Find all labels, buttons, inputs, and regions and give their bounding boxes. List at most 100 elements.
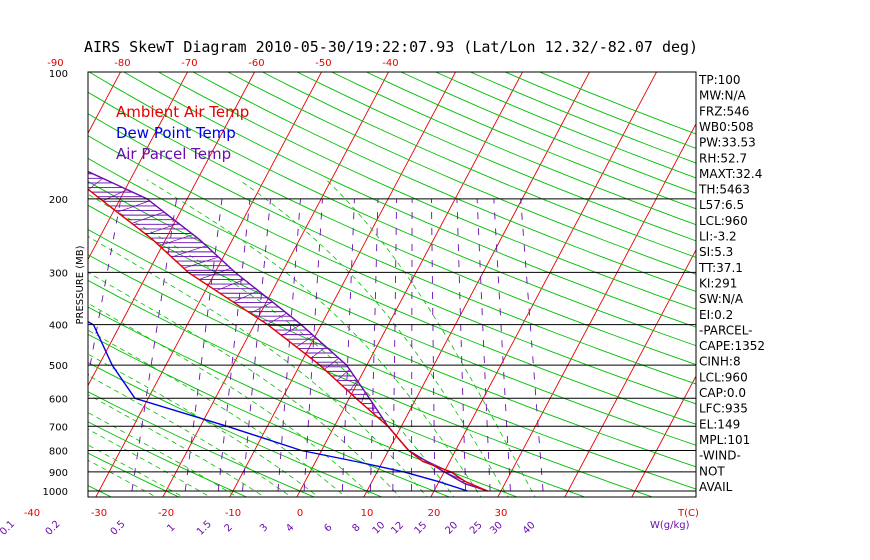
bottom-temperature-tick-label: 20 (428, 508, 441, 519)
cape-hatch-diagonal (159, 234, 194, 247)
mixing-ratio-axis: 0.1 0.2 0.5 1 1.5 2 3 4 6 8 10 12 15 20 25 30 40 (0, 519, 538, 538)
stability-index-row: MW:N/A (699, 89, 747, 103)
stability-index-row: EL:149 (699, 417, 740, 431)
cape-hatch-diagonal (54, 156, 60, 167)
cape-hatch-diagonal (215, 279, 245, 292)
mixing-ratio-tick-label: 0.5 (109, 519, 128, 538)
dry-adiabat-line (469, 72, 696, 164)
temperature-unit-label: T(C) (677, 508, 699, 519)
moist-adiabat-line (88, 353, 320, 497)
mixing-ratio-line (411, 198, 413, 492)
isotherm-line (564, 249, 696, 497)
cape-hatch-diagonal (198, 267, 231, 280)
mixing-ratio-line (242, 198, 271, 492)
cape-hatch-diagonal (296, 335, 314, 348)
stability-index-row: EI:0.2 (699, 308, 733, 322)
moist-adiabat-line (88, 271, 401, 497)
top-temperature-tick-label: -80 (114, 58, 130, 69)
stability-index-row: NOT (699, 464, 725, 478)
dry-adiabat-line (226, 72, 696, 275)
stability-index-row: SW:N/A (699, 292, 744, 306)
mixing-ratio-tick-label: 2 (223, 522, 235, 534)
dry-adiabat-line (88, 254, 654, 497)
cape-hatch-diagonal (250, 301, 273, 314)
top-temperature-tick-label: -50 (315, 58, 331, 69)
isotherm-line (296, 72, 524, 497)
moist-adiabat-line (88, 374, 292, 497)
dry-adiabat-line (434, 72, 696, 179)
plot-frame (87, 71, 697, 498)
moist-adiabat-line (88, 444, 184, 497)
stability-index-row: AVAIL (699, 480, 733, 494)
mixing-ratio-tick-label: 1 (165, 522, 177, 534)
dry-adiabat-line (0, 69, 49, 500)
top-temperature-tick-label: -90 (47, 58, 63, 69)
moist-adiabat-line (146, 179, 482, 497)
cape-hatch-diagonal (324, 357, 340, 370)
pressure-tick-label: 300 (49, 268, 68, 279)
cape-hatch-diagonal (74, 167, 78, 178)
isotherm-line (88, 72, 189, 261)
cape-hatch-diagonal (310, 346, 327, 359)
mixing-ratio-tick-label: 25 (468, 520, 485, 537)
cape-hatch-diagonal (183, 256, 219, 269)
pressure-tick-label: 900 (49, 468, 68, 479)
cape-hatch-diagonal (281, 324, 302, 336)
dry-adiabat-line (157, 72, 696, 310)
isotherm-line (363, 72, 591, 497)
stability-index-row: -WIND- (699, 449, 741, 463)
bottom-temperature-tick-label: 30 (495, 508, 508, 519)
mixing-ratio-unit-label: W(g/kg) (650, 520, 690, 531)
mixing-ratio-tick-label: 1.5 (195, 519, 214, 538)
dry-adiabat-line (88, 362, 383, 497)
stability-index-row: LCL:960 (699, 370, 748, 384)
top-temperature-tick-label: -60 (248, 58, 264, 69)
dry-adiabat-line (88, 113, 696, 385)
stability-index-row: PW:33.53 (699, 136, 756, 150)
mixing-ratio-tick-label: 20 (443, 520, 460, 537)
dry-adiabat-line (88, 72, 696, 347)
dry-adiabat-line (88, 333, 451, 497)
mixing-ratio-line (392, 198, 398, 492)
pressure-tick-label: 400 (49, 321, 68, 332)
dry-adiabat-line (192, 72, 696, 292)
dry-adiabat-line (88, 91, 696, 366)
mixing-ratio-line (277, 198, 301, 492)
bottom-temperature-tick-label: 10 (361, 508, 374, 519)
dry-adiabat-line (88, 135, 696, 405)
parcel-temperature-line (88, 170, 488, 492)
dry-adiabat-line (88, 421, 248, 497)
stability-index-row: MPL:101 (699, 433, 750, 447)
mixing-ratio-tick-label: 30 (488, 520, 505, 537)
stability-index-row: TT:37.1 (698, 261, 743, 275)
mixing-ratio-tick-label: 6 (322, 522, 334, 534)
mixing-ratio-line (303, 198, 323, 492)
ambient-temperature-line (88, 188, 488, 492)
mixing-ratio-line (456, 198, 467, 492)
isotherm-line (631, 375, 696, 497)
background-reference-lines (0, 69, 696, 500)
dry-adiabat-line (503, 72, 696, 149)
moist-adiabat-line (88, 302, 374, 497)
moist-adiabat-line (88, 428, 211, 497)
bottom-temperature-tick-label: -30 (91, 508, 107, 519)
bottom-temperature-tick-label: 0 (297, 508, 303, 519)
moist-adiabat-line (88, 394, 265, 497)
dry-adiabat-line (296, 72, 696, 242)
stability-index-row: FRZ:546 (699, 104, 749, 118)
moist-adiabat-line (88, 329, 347, 497)
stability-index-row: RH:52.7 (699, 151, 747, 165)
cape-hatch-diagonal (372, 403, 375, 415)
mixing-ratio-tick-label: 15 (413, 520, 430, 537)
stability-index-row: L57:6.5 (699, 198, 744, 212)
top-temperature-tick-label: -40 (382, 58, 398, 69)
moist-adiabat-line (238, 179, 509, 497)
stability-index-row: MAXT:32.4 (699, 167, 762, 181)
stability-index-row: LCL:960 (699, 214, 748, 228)
dry-adiabat-line (88, 279, 586, 497)
sounding-profiles (88, 170, 488, 492)
isotherm-line (497, 122, 696, 497)
cape-hatch-diagonal (131, 211, 165, 224)
mixing-ratio-tick-label: 12 (389, 520, 406, 537)
pressure-tick-label: 600 (49, 394, 68, 405)
